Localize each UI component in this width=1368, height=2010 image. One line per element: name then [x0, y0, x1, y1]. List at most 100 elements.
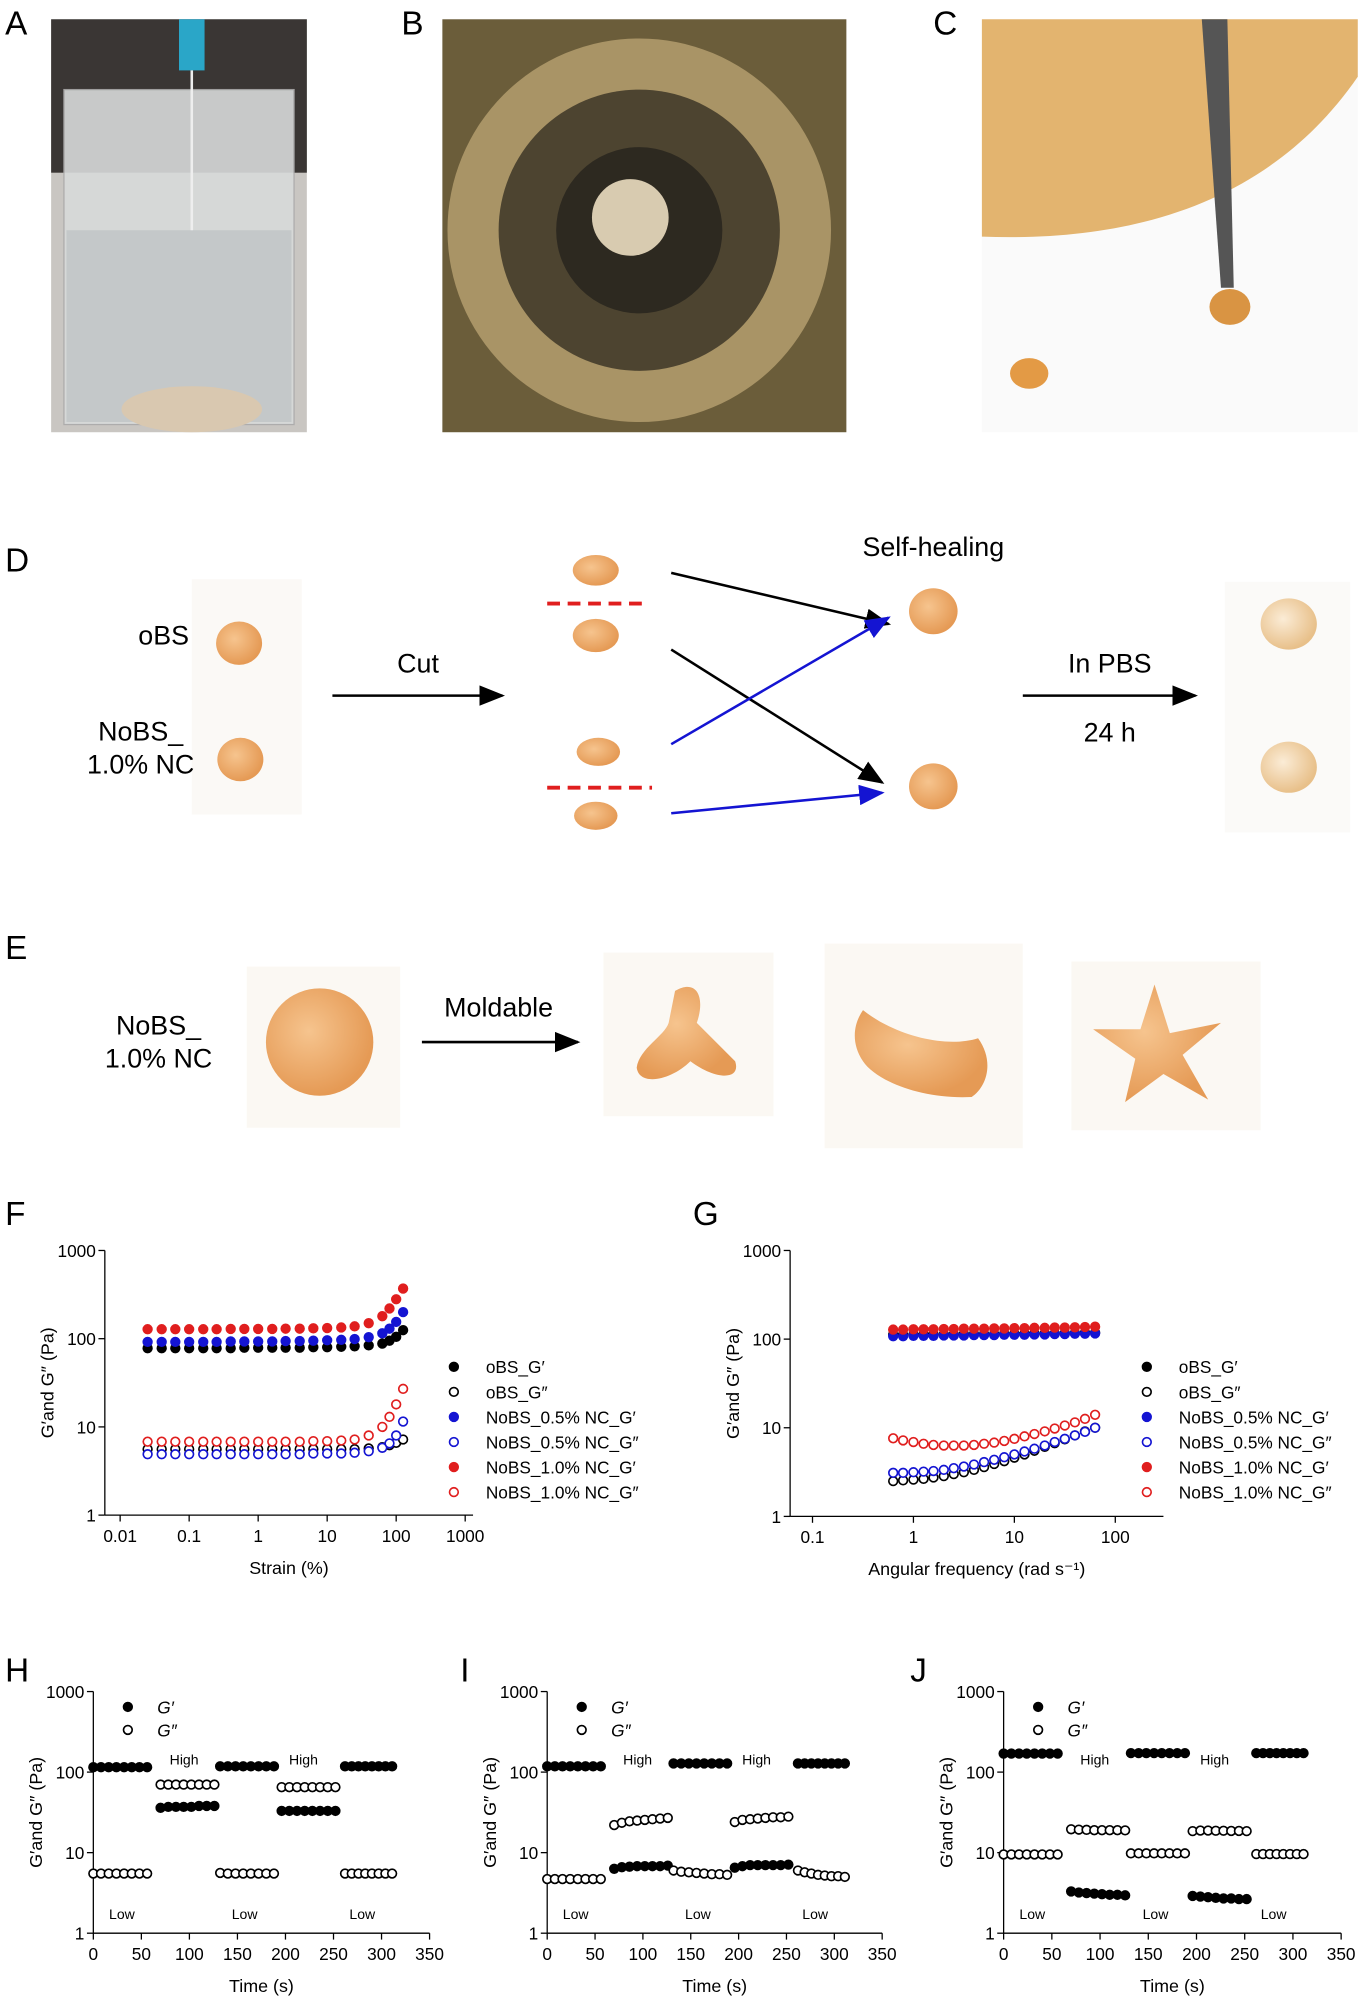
data-point — [958, 1461, 970, 1472]
data-point — [252, 1436, 264, 1447]
data-point — [183, 1449, 195, 1460]
data-point — [363, 1430, 374, 1441]
panel-label: A — [5, 6, 28, 43]
data-point — [267, 1323, 278, 1335]
data-point — [783, 1859, 794, 1870]
data-point — [888, 1467, 899, 1479]
data-point — [211, 1336, 222, 1348]
annotation: High — [1200, 1751, 1229, 1767]
data-point — [928, 1465, 939, 1477]
x-tick-label: 150 — [676, 1944, 705, 1964]
y-tick-label: 10 — [975, 1843, 994, 1863]
annotation: Low — [1019, 1906, 1046, 1922]
sample-label: NoBS_ — [116, 1010, 202, 1040]
x-tick-label: 100 — [1101, 1527, 1130, 1547]
data-point — [897, 1467, 909, 1479]
data-point — [209, 1800, 220, 1812]
y-axis-label: G′and G″ (Pa) — [480, 1757, 500, 1868]
step-label: 24 h — [1084, 718, 1136, 748]
x-tick-label: 0 — [89, 1944, 99, 1964]
x-tick-label: 0.01 — [103, 1526, 137, 1546]
data-point — [1049, 1423, 1060, 1434]
data-point — [721, 1869, 733, 1881]
data-point — [294, 1449, 305, 1460]
data-point — [1059, 1420, 1070, 1431]
data-point — [897, 1324, 909, 1335]
data-point — [928, 1439, 939, 1451]
data-point — [918, 1466, 929, 1477]
legend-label: G′ — [157, 1697, 174, 1717]
x-tick-label: 150 — [223, 1944, 252, 1964]
data-point — [225, 1323, 236, 1335]
y-axis-label: G′and G″ (Pa) — [723, 1328, 743, 1439]
data-point — [390, 1294, 402, 1305]
annotation: Low — [563, 1906, 590, 1922]
x-tick-label: 0.1 — [177, 1526, 201, 1546]
data-point — [267, 1336, 278, 1347]
data-point — [349, 1447, 360, 1458]
data-point — [1052, 1748, 1063, 1759]
x-tick-label: 350 — [868, 1944, 897, 1964]
legend-marker — [1032, 1724, 1044, 1736]
legend-marker — [122, 1701, 134, 1713]
legend-marker — [448, 1361, 460, 1372]
data-point — [897, 1435, 909, 1446]
data-point — [156, 1336, 167, 1348]
sample-label: 1.0% NC — [87, 750, 194, 780]
data-point — [918, 1438, 929, 1449]
data-point — [377, 1328, 388, 1339]
data-point — [397, 1324, 409, 1336]
x-axis-label: Time (s) — [1140, 1976, 1205, 1996]
data-point — [156, 1449, 167, 1460]
annotation: Low — [1261, 1906, 1288, 1922]
data-point — [1241, 1893, 1252, 1905]
x-tick-label: 100 — [1086, 1944, 1115, 1964]
data-point — [978, 1456, 990, 1468]
data-point — [958, 1440, 970, 1451]
data-point — [239, 1336, 250, 1347]
x-tick-label: 350 — [415, 1944, 444, 1964]
data-point — [252, 1449, 264, 1460]
data-point — [386, 1868, 398, 1879]
data-point — [142, 1449, 153, 1460]
data-point — [908, 1436, 919, 1448]
panel-label: C — [933, 6, 957, 43]
legend-marker — [576, 1701, 587, 1713]
data-point — [268, 1761, 280, 1772]
legend-label: oBS_G′ — [1179, 1357, 1238, 1377]
data-point — [280, 1449, 291, 1460]
panel-label: H — [5, 1652, 29, 1689]
photo-a — [51, 19, 307, 433]
data-point — [1039, 1426, 1050, 1437]
data-point — [390, 1399, 402, 1410]
legend-label: oBS_G″ — [1179, 1382, 1241, 1402]
panel-label: D — [5, 543, 29, 580]
y-tick-label: 100 — [509, 1762, 538, 1782]
y-axis-label: G′and G″ (Pa) — [26, 1757, 46, 1868]
data-point — [1241, 1825, 1252, 1837]
data-point — [839, 1758, 851, 1769]
legend-label: NoBS_1.0% NC_G″ — [486, 1483, 639, 1503]
panel-label: E — [5, 930, 27, 967]
chart: 1 10 100 1000 0.1 1 10 100 Angular frequency (ra… — [723, 1241, 1332, 1579]
data-point — [938, 1440, 949, 1451]
data-point — [397, 1306, 409, 1318]
x-tick-label: 1 — [253, 1526, 263, 1546]
data-point — [336, 1334, 347, 1346]
data-point — [1179, 1848, 1191, 1859]
data-point — [1119, 1890, 1131, 1901]
y-tick-label: 1 — [772, 1507, 782, 1527]
data-point — [170, 1449, 181, 1460]
data-point — [968, 1459, 980, 1470]
data-point — [209, 1779, 220, 1790]
data-point — [908, 1467, 919, 1478]
data-point — [1069, 1322, 1081, 1333]
x-tick-label: 100 — [175, 1944, 204, 1964]
y-tick-label: 1000 — [743, 1241, 781, 1261]
data-point — [377, 1442, 388, 1453]
legend-label: NoBS_1.0% NC_G″ — [1179, 1483, 1332, 1503]
data-point — [938, 1323, 949, 1335]
data-point — [170, 1436, 181, 1447]
annotation: Low — [1143, 1906, 1170, 1922]
y-tick-label: 100 — [56, 1762, 85, 1782]
